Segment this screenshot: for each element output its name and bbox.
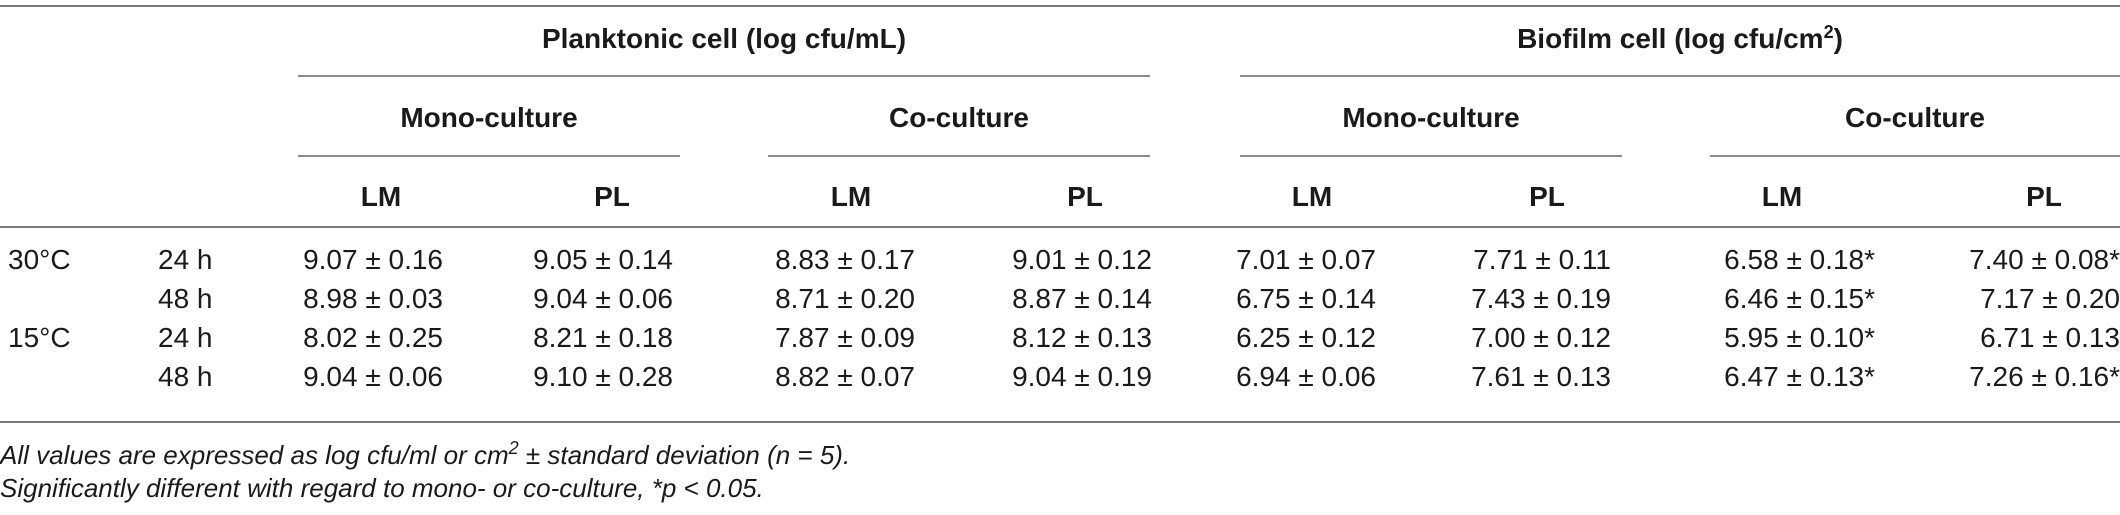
biofilm-header-text: Biofilm cell (log cfu/cm xyxy=(1517,23,1824,54)
subheader-biofilm-co: Co-culture xyxy=(1845,102,1985,133)
table-cell: 8.12 ± 0.13 xyxy=(1012,322,1152,353)
table-cell: 9.05 ± 0.14 xyxy=(533,244,673,275)
col-header-lm: LM xyxy=(1291,181,1333,212)
biofilm-underline xyxy=(1240,75,2120,77)
table-cell: 7.71 ± 0.11 xyxy=(1473,244,1611,275)
subheader-planktonic-mono: Mono-culture xyxy=(400,102,578,133)
col-header-pl: PL xyxy=(2026,181,2062,212)
planktonic-header: Planktonic cell (log cfu/mL) xyxy=(541,23,907,54)
row-time: 48 h xyxy=(158,361,213,392)
footnote-1: All values are expressed as log cfu/ml o… xyxy=(0,439,850,471)
table-cell: 8.83 ± 0.17 xyxy=(775,244,915,275)
biofilm-header-close: ) xyxy=(1833,23,1843,54)
planktonic-underline xyxy=(298,75,1150,77)
biofilm-header-sup: 2 xyxy=(1823,22,1834,42)
subheader-biofilm-mono: Mono-culture xyxy=(1342,102,1520,133)
table-cell: 9.04 ± 0.06 xyxy=(303,361,443,392)
subheader-planktonic-co: Co-culture xyxy=(889,102,1029,133)
table-cell: 6.71 ± 0.13 xyxy=(1980,322,2120,353)
table-cell: 7.87 ± 0.09 xyxy=(775,322,915,353)
table-top-rule xyxy=(0,5,2120,7)
footnote-1-text: All values are expressed as log cfu/ml o… xyxy=(0,440,509,470)
row-temperature: 30°C xyxy=(8,244,71,275)
footnote-1-rest: ± standard deviation (n = 5). xyxy=(518,440,851,470)
col-header-pl: PL xyxy=(594,181,630,212)
col-header-lm: LM xyxy=(1761,181,1803,212)
table-cell: 7.26 ± 0.16* xyxy=(1969,361,2120,392)
col-header-lm: LM xyxy=(360,181,402,212)
row-time: 48 h xyxy=(158,283,213,314)
table-cell: 7.43 ± 0.19 xyxy=(1471,283,1611,314)
table-cell: 9.10 ± 0.28 xyxy=(533,361,673,392)
footnote-1-sup: 2 xyxy=(508,438,519,458)
table-cell: 6.46 ± 0.15* xyxy=(1724,283,1875,314)
table-cell: 9.04 ± 0.06 xyxy=(533,283,673,314)
table-cell: 8.71 ± 0.20 xyxy=(775,283,915,314)
table-cell: 7.61 ± 0.13 xyxy=(1471,361,1611,392)
biofilm-mono-underline xyxy=(1240,155,1622,157)
planktonic-co-underline xyxy=(768,155,1150,157)
table-cell: 6.58 ± 0.18* xyxy=(1724,244,1875,275)
table-cell: 6.94 ± 0.06 xyxy=(1236,361,1376,392)
table-cell: 7.01 ± 0.07 xyxy=(1236,244,1376,275)
planktonic-mono-underline xyxy=(298,155,680,157)
footnote-2: Significantly different with regard to m… xyxy=(0,473,764,503)
table-cell: 8.21 ± 0.18 xyxy=(533,322,673,353)
biofilm-co-underline xyxy=(1710,155,2120,157)
table-cell: 5.95 ± 0.10* xyxy=(1724,322,1875,353)
table-cell: 8.02 ± 0.25 xyxy=(303,322,443,353)
table-cell: 7.40 ± 0.08* xyxy=(1969,244,2120,275)
table-cell: 6.25 ± 0.12 xyxy=(1236,322,1376,353)
table-cell: 9.07 ± 0.16 xyxy=(303,244,443,275)
row-temperature: 15°C xyxy=(8,322,71,353)
table-bottom-rule xyxy=(0,421,2120,423)
table-cell: 6.47 ± 0.13* xyxy=(1724,361,1875,392)
header-bottom-rule xyxy=(0,226,2120,228)
table-cell: 9.01 ± 0.12 xyxy=(1012,244,1152,275)
table-cell: 7.17 ± 0.20 xyxy=(1980,283,2120,314)
table-cell: 9.04 ± 0.19 xyxy=(1012,361,1152,392)
row-time: 24 h xyxy=(158,322,213,353)
col-header-pl: PL xyxy=(1529,181,1565,212)
table-cell: 6.75 ± 0.14 xyxy=(1236,283,1376,314)
table-cell: 8.82 ± 0.07 xyxy=(775,361,915,392)
table-cell: 8.98 ± 0.03 xyxy=(303,283,443,314)
row-time: 24 h xyxy=(158,244,213,275)
table-cell: 8.87 ± 0.14 xyxy=(1012,283,1152,314)
biofilm-header: Biofilm cell (log cfu/cm2) xyxy=(1517,22,1843,56)
col-header-lm: LM xyxy=(830,181,872,212)
col-header-pl: PL xyxy=(1067,181,1103,212)
table-cell: 7.00 ± 0.12 xyxy=(1471,322,1611,353)
